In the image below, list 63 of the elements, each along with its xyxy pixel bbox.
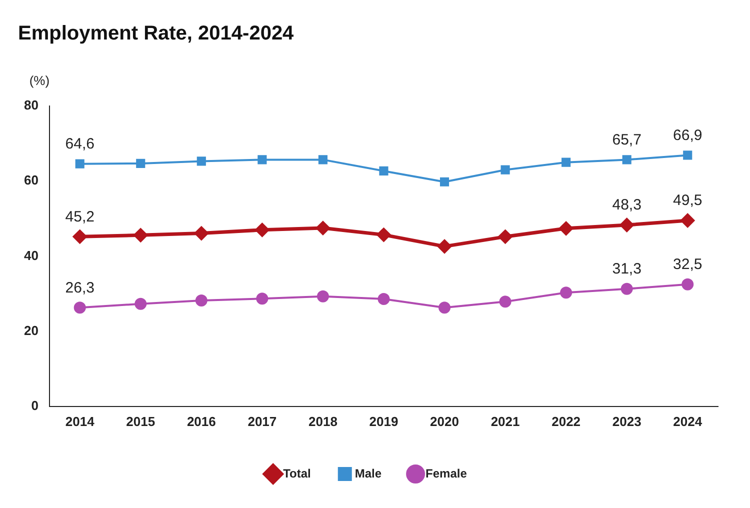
point	[620, 282, 633, 295]
data-label: 64,6	[65, 135, 94, 152]
point	[136, 158, 146, 168]
point	[376, 228, 390, 242]
y-tick-label: 0	[31, 398, 38, 413]
point	[560, 286, 572, 299]
y-tick-label: 60	[24, 172, 38, 188]
point	[195, 294, 208, 307]
legend-label: Female	[426, 466, 468, 480]
y-tick-label: 80	[24, 98, 38, 113]
point	[318, 155, 328, 164]
point	[622, 155, 632, 164]
point	[378, 293, 390, 306]
point	[683, 150, 692, 160]
x-tick-label: 2023	[612, 414, 642, 429]
x-tick-label: 2018	[308, 414, 338, 429]
point	[438, 240, 452, 254]
point	[379, 166, 388, 176]
x-tick-label: 2016	[186, 414, 216, 429]
x-tick-label: 2019	[369, 414, 398, 429]
point	[134, 298, 147, 310]
point	[440, 177, 450, 186]
point	[499, 296, 512, 308]
point	[134, 228, 148, 242]
point	[255, 223, 269, 237]
point	[194, 226, 208, 240]
data-label: 66,9	[673, 126, 702, 144]
x-tick-label: 2021	[490, 414, 520, 429]
data-label: 65,7	[612, 131, 642, 148]
x-tick-label: 2022	[552, 414, 581, 429]
point	[562, 158, 571, 167]
point	[75, 159, 84, 168]
legend-label: Male	[354, 466, 382, 480]
point	[498, 230, 512, 244]
data-label: 45,2	[65, 208, 94, 226]
x-tick-label: 2015	[126, 414, 156, 429]
y-tick-label: 20	[24, 322, 38, 338]
point	[500, 165, 510, 174]
point	[682, 278, 694, 290]
x-tick-label: 2017	[248, 414, 277, 429]
data-label: 32,5	[673, 256, 702, 274]
data-label: 31,3	[612, 260, 642, 278]
point	[680, 214, 694, 228]
data-label: 26,3	[65, 279, 94, 296]
y-tick-label: 40	[24, 248, 38, 263]
x-tick-label: 2024	[673, 414, 703, 429]
point	[559, 222, 573, 236]
point	[438, 302, 451, 314]
point	[316, 290, 329, 302]
point	[256, 292, 268, 305]
point	[620, 218, 634, 232]
x-tick-label: 2020	[430, 414, 459, 429]
data-label: 49,5	[673, 192, 702, 210]
data-label: 48,3	[612, 196, 642, 214]
point	[316, 221, 330, 235]
x-tick-label: 2014	[65, 414, 96, 429]
point	[73, 230, 87, 244]
chart-title: Employment Rate, 2014-2024	[18, 22, 295, 45]
legend-label: Total	[283, 466, 311, 480]
point	[196, 156, 206, 166]
point	[258, 155, 267, 164]
y-axis-title: (%)	[29, 73, 50, 88]
point	[74, 302, 86, 314]
